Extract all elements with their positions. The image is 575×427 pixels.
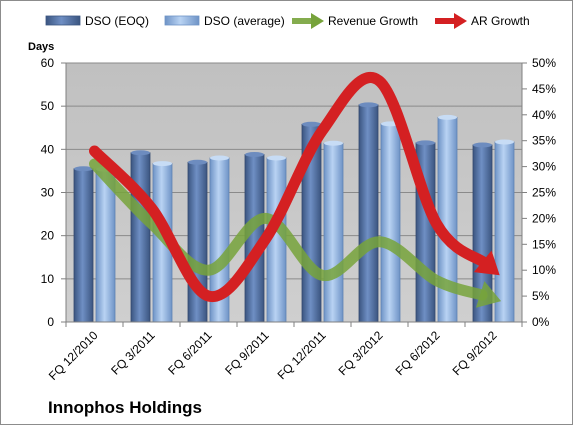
x-tick-label: FQ 9/2012	[450, 328, 500, 378]
y-tick-label: 60	[41, 56, 55, 70]
bar-top-dso-average	[324, 140, 343, 146]
bar-top-dso-eoq	[359, 102, 378, 108]
line-ar-growth	[89, 72, 490, 302]
x-tick-label: FQ 6/2012	[393, 328, 443, 378]
x-tick-label: FQ 12/2010	[46, 328, 101, 383]
point-ar-growth	[208, 296, 209, 297]
point-revenue-growth	[208, 270, 209, 271]
legend-label-revenue-growth: Revenue Growth	[328, 14, 418, 28]
legend-label-dso-eoq: DSO (EOQ)	[85, 14, 149, 28]
bar-top-dso-average	[210, 155, 229, 161]
point-ar-growth	[379, 81, 380, 82]
bar-top-dso-eoq	[131, 150, 150, 156]
bar-dso-eoq	[130, 152, 151, 323]
bar-dso-average	[95, 168, 116, 323]
x-tick-labels: FQ 12/2010 FQ 3/2011 FQ 6/2011 FQ 9/2011 FQ …	[46, 322, 523, 383]
bar-top-dso-average	[153, 161, 172, 167]
x-tick-label: FQ 9/2011	[222, 328, 272, 378]
point-ar-growth	[265, 239, 266, 240]
legend-swatch-dso-average	[164, 15, 200, 26]
point-revenue-growth	[493, 298, 494, 299]
point-ar-growth	[436, 223, 437, 224]
y2-tick-label: 50%	[532, 56, 556, 70]
y2-tick-label: 35%	[532, 134, 556, 148]
legend-item-dso-average: DSO (average)	[164, 14, 285, 28]
x-tick-label: FQ 12/2011	[275, 328, 329, 382]
point-revenue-growth	[322, 275, 323, 276]
line-revenue-growth	[89, 158, 488, 301]
y2-tick-label: 25%	[532, 186, 556, 200]
point-revenue-growth	[436, 280, 437, 281]
y-tick-label: 20	[41, 229, 55, 243]
y-tick-label: 0	[47, 315, 54, 329]
bar-top-dso-eoq	[473, 142, 492, 148]
bar-dso-eoq	[358, 104, 379, 323]
legend-arrowhead-revenue-growth	[311, 13, 324, 29]
point-ar-growth	[322, 130, 323, 131]
bar-dso-average	[380, 123, 401, 323]
bar-top-dso-eoq	[416, 140, 435, 146]
bar-top-dso-eoq	[188, 159, 207, 165]
bar-top-dso-eoq	[302, 121, 321, 127]
bar-dso-average	[323, 142, 344, 323]
point-ar-growth	[94, 151, 95, 152]
y2-tick-label: 20%	[532, 211, 556, 225]
arrowhead-ar-growth	[473, 250, 500, 276]
legend-swatch-dso-eoq	[45, 15, 81, 26]
y-tick-label: 50	[41, 99, 55, 113]
y2-tick-label: 5%	[532, 289, 550, 303]
legend-item-revenue-growth: Revenue Growth	[292, 13, 418, 29]
x-tick-label: FQ 3/2011	[108, 328, 158, 378]
bar-top-dso-average	[495, 139, 514, 145]
point-revenue-growth	[151, 223, 152, 224]
bar-top-dso-average	[438, 114, 457, 120]
bars	[73, 102, 515, 323]
arrowhead-revenue-growth	[475, 281, 502, 308]
y-tick-label: 40	[41, 142, 55, 156]
bar-dso-average	[494, 141, 515, 323]
y2-tick-label: 40%	[532, 108, 556, 122]
x-tick-label: FQ 3/2012	[336, 328, 386, 378]
legend-item-dso-eoq: DSO (EOQ)	[45, 14, 149, 28]
legend-arrowhead-ar-growth	[454, 13, 467, 29]
point-ar-growth	[151, 208, 152, 209]
legend-label-ar-growth: AR Growth	[471, 14, 530, 28]
bar-top-dso-average	[267, 155, 286, 161]
bar-top-dso-eoq	[74, 166, 93, 172]
y-axis-title: Days	[28, 41, 54, 53]
y2-tick-labels: 0% 5% 10% 15% 20% 25% 30% 35% 40% 45% 50%	[522, 56, 556, 329]
y2-tick-label: 45%	[532, 82, 556, 96]
point-revenue-growth	[265, 218, 266, 219]
y-tick-labels: 0 10 20 30 40 50 60	[41, 56, 66, 329]
chart-title: Innophos Holdings	[48, 398, 202, 417]
legend-label-dso-average: DSO (average)	[204, 14, 285, 28]
bar-top-dso-eoq	[245, 152, 264, 158]
x-tick-label: FQ 6/2011	[165, 328, 215, 378]
point-revenue-growth	[94, 164, 95, 165]
y2-tick-label: 15%	[532, 237, 556, 251]
legend-item-ar-growth: AR Growth	[435, 13, 530, 29]
y2-tick-label: 0%	[532, 315, 550, 329]
y-tick-label: 30	[41, 186, 55, 200]
point-revenue-growth	[379, 241, 380, 242]
bar-dso-eoq	[73, 168, 94, 323]
y2-tick-label: 30%	[532, 160, 556, 174]
point-ar-growth	[493, 270, 494, 271]
legend: DSO (EOQ) DSO (average) Revenue Growth A…	[45, 13, 530, 29]
lines	[89, 72, 502, 308]
y2-tick-label: 10%	[532, 263, 556, 277]
y-tick-label: 10	[41, 272, 55, 286]
